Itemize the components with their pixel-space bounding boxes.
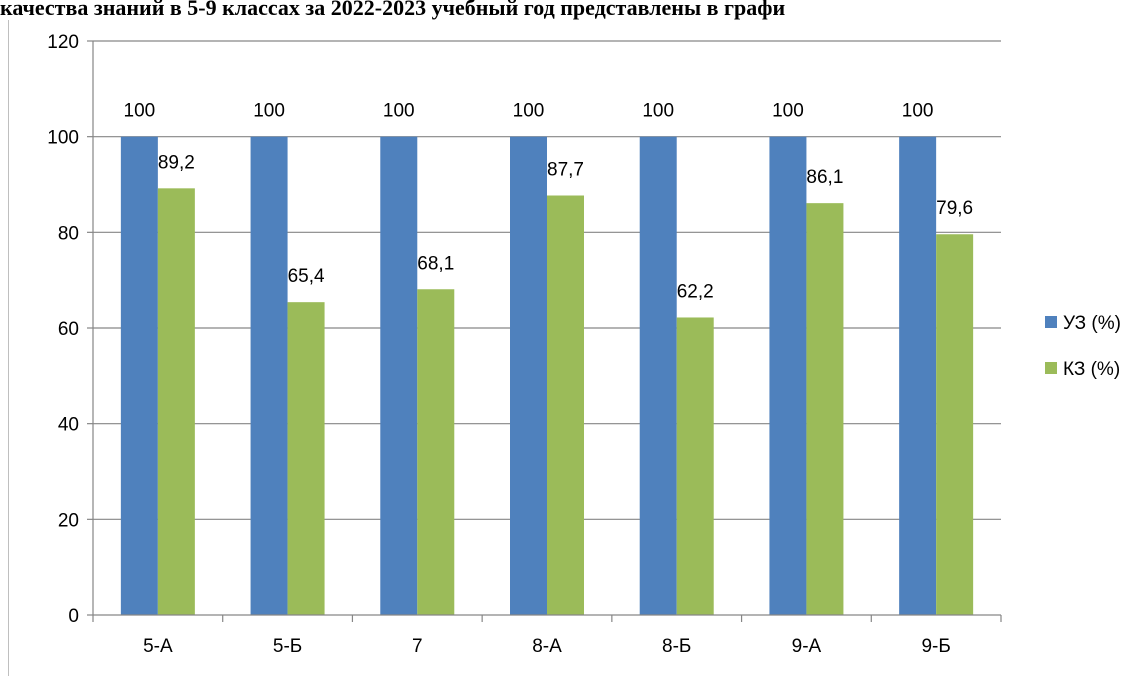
bar <box>250 136 288 615</box>
data-label: 100 <box>642 101 674 122</box>
data-label: 68,1 <box>417 253 454 274</box>
bar <box>639 136 677 615</box>
bar <box>769 136 807 615</box>
data-label: 100 <box>902 101 934 122</box>
x-category-label: 8-А <box>532 636 562 657</box>
data-label: 65,4 <box>288 266 325 287</box>
data-label: 62,2 <box>677 281 714 302</box>
data-label: 87,7 <box>547 160 584 181</box>
bar <box>120 136 158 615</box>
data-label: 79,6 <box>936 198 973 219</box>
x-category-label: 5-А <box>143 636 173 657</box>
bar <box>380 136 418 615</box>
data-labels: 100 89,2 100 65,4 100 68,1 100 87,7 100 62,2 100 86… <box>124 101 974 303</box>
chart-frame <box>8 20 1142 676</box>
y-tick-label: 80 <box>58 223 79 244</box>
y-tick-label: 100 <box>47 128 79 149</box>
bars <box>120 136 974 616</box>
axes: 0 20 40 60 80 100 120 5-А 5-Б 7 8-А 8-Б 9-А 9-Б <box>47 32 1002 657</box>
x-category-label: 9-А <box>792 636 822 657</box>
x-category-label: 7 <box>412 636 423 657</box>
bar <box>157 188 195 615</box>
bar <box>676 317 714 615</box>
legend-label: КЗ (%) <box>1063 359 1120 380</box>
y-tick-label: 120 <box>47 32 79 53</box>
document-heading: качества знаний в 5-9 классах за 2022-20… <box>0 0 786 20</box>
y-tick-label: 0 <box>68 606 79 627</box>
legend-label: УЗ (%) <box>1063 313 1121 334</box>
data-label: 89,2 <box>158 152 195 173</box>
data-label: 86,1 <box>806 167 843 188</box>
bar <box>547 195 584 616</box>
y-tick-label: 60 <box>58 319 79 340</box>
bar <box>806 203 844 615</box>
data-label: 100 <box>253 101 285 122</box>
data-label: 100 <box>772 101 804 122</box>
x-category-label: 8-Б <box>662 636 691 657</box>
bar <box>936 234 974 615</box>
bar <box>287 302 325 615</box>
legend-swatch <box>1045 362 1057 374</box>
legend: УЗ (%) КЗ (%) <box>1045 313 1121 380</box>
data-label: 100 <box>383 101 415 122</box>
data-label: 100 <box>513 101 545 122</box>
y-tick-label: 20 <box>58 510 79 531</box>
legend-swatch <box>1045 316 1057 328</box>
bar <box>899 136 937 615</box>
data-label: 100 <box>124 101 156 122</box>
x-category-label: 9-Б <box>921 636 950 657</box>
x-category-label: 5-Б <box>273 636 302 657</box>
y-tick-label: 40 <box>58 415 79 436</box>
bar <box>510 136 547 615</box>
bar <box>417 289 455 615</box>
